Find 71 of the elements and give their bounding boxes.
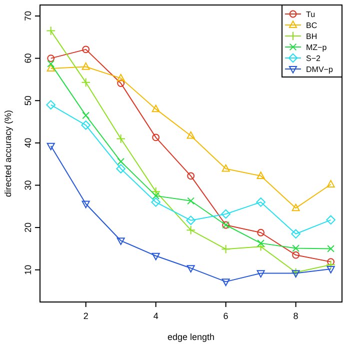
point	[221, 209, 230, 219]
point	[116, 74, 125, 82]
point	[152, 252, 160, 260]
point	[82, 46, 90, 54]
legend-label: Tu	[306, 10, 316, 19]
point	[292, 251, 300, 259]
x-tick-label: 4	[153, 311, 158, 321]
y-tick-label: 60	[23, 53, 33, 64]
y-tick-label: 50	[23, 96, 33, 106]
point	[256, 242, 266, 252]
point	[82, 112, 90, 120]
point	[117, 158, 125, 166]
point	[152, 104, 160, 112]
point	[186, 216, 196, 226]
y-tick-label: 20	[23, 222, 33, 233]
point	[186, 265, 195, 272]
y-tick-label: 40	[23, 138, 33, 148]
point	[256, 270, 265, 278]
point	[326, 260, 336, 270]
point	[46, 26, 56, 36]
point	[116, 164, 126, 174]
y-tick-label: 10	[23, 264, 33, 275]
y-tick-label: 70	[23, 10, 33, 22]
point	[292, 204, 300, 212]
point	[151, 186, 160, 196]
point	[292, 244, 300, 252]
point	[116, 134, 126, 144]
point	[47, 54, 55, 62]
x-tick-label: 6	[223, 311, 228, 321]
legend-label: DMV−p	[306, 65, 334, 74]
point	[327, 244, 334, 252]
point	[152, 134, 160, 142]
legend-label: BC	[306, 21, 318, 30]
point	[46, 142, 55, 150]
point	[291, 268, 300, 278]
point	[327, 258, 334, 266]
point	[47, 60, 55, 68]
point	[82, 62, 90, 70]
legend-label: S−2	[306, 54, 322, 63]
point	[151, 197, 160, 207]
point	[256, 172, 265, 179]
point	[326, 215, 336, 225]
point	[152, 192, 160, 200]
point	[257, 228, 265, 236]
x-tick-label: 8	[293, 311, 298, 321]
point	[81, 78, 90, 88]
point	[186, 131, 195, 139]
x-axis-title: edge length	[167, 332, 215, 342]
point	[116, 238, 125, 245]
point	[187, 197, 195, 205]
point	[81, 120, 90, 130]
point	[222, 164, 230, 172]
point	[292, 270, 300, 278]
point	[117, 80, 125, 87]
point	[326, 180, 335, 188]
point	[256, 197, 266, 207]
point	[222, 278, 230, 286]
y-tick-label: 30	[23, 180, 33, 190]
legend-label: MZ−p	[306, 43, 328, 52]
point	[291, 229, 300, 239]
point	[46, 64, 55, 72]
point	[82, 200, 90, 208]
point	[257, 239, 265, 247]
point	[326, 266, 335, 274]
legend-label: BH	[306, 32, 318, 41]
point	[46, 100, 56, 110]
point	[186, 225, 196, 235]
point	[221, 244, 230, 254]
point	[187, 172, 195, 180]
y-axis-title: directed accuracy (%)	[3, 110, 13, 198]
x-tick-label: 2	[83, 311, 88, 321]
